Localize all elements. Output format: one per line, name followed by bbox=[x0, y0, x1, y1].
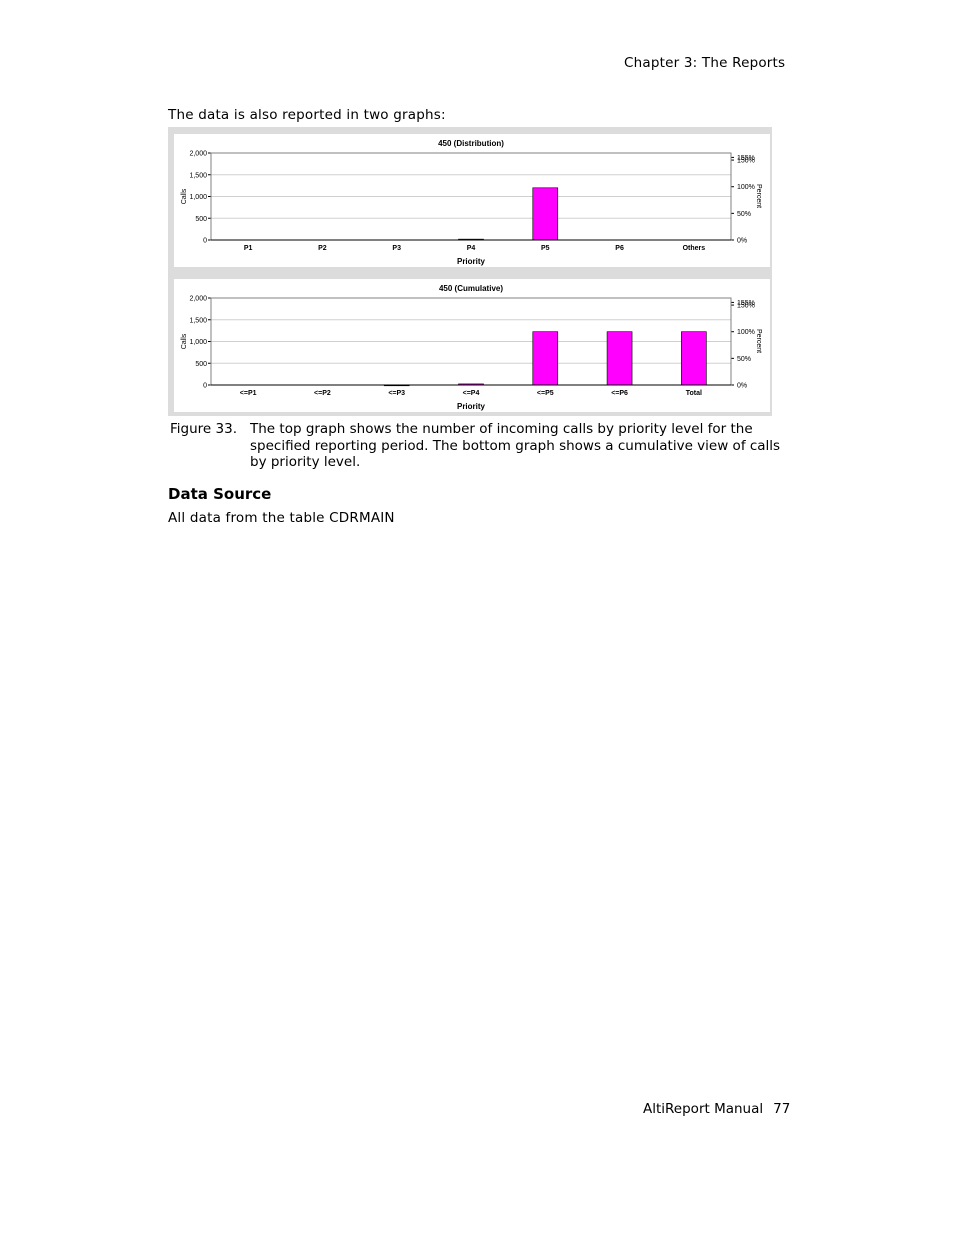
x-tick-label: P5 bbox=[541, 245, 550, 252]
y-tick-label: 0 bbox=[203, 383, 207, 390]
x-tick-label: Others bbox=[683, 245, 706, 252]
y2-tick-label: 150% bbox=[737, 158, 755, 165]
figure-frame: 450 (Distribution) 0 500 1,000 1,500 2,000 0% 5… bbox=[168, 127, 772, 416]
x-tick-label: <=P1 bbox=[240, 390, 257, 397]
caption-number: Figure 33. bbox=[170, 421, 237, 437]
x-axis-label: Priority bbox=[457, 257, 486, 266]
x-tick-label: P6 bbox=[615, 245, 624, 252]
bar bbox=[681, 331, 707, 386]
y2-tick-label: 100% bbox=[737, 329, 755, 336]
caption-text: The top graph shows the number of incomi… bbox=[250, 421, 781, 470]
y2-tick-label: 155% bbox=[737, 300, 755, 307]
y2-tick-label: 100% bbox=[737, 184, 755, 191]
y2-tick-label: 50% bbox=[737, 356, 751, 363]
x-tick-label: Total bbox=[686, 390, 702, 397]
y2-tick-label: 50% bbox=[737, 211, 751, 218]
y2-tick-label: 155% bbox=[737, 155, 755, 162]
distribution-chart-panel: 450 (Distribution) 0 500 1,000 1,500 2,000 0% 5… bbox=[174, 134, 770, 267]
y-tick-label: 2,000 bbox=[189, 151, 207, 158]
x-tick-label: <=P5 bbox=[537, 390, 554, 397]
y2-axis-label: Percent bbox=[755, 184, 762, 208]
cumulative-chart: 450 (Cumulative) 0 500 1,000 1,500 2,000 0% 50%… bbox=[181, 284, 762, 411]
y-axis-label: Calls bbox=[181, 333, 188, 349]
section-heading: Data Source bbox=[168, 485, 272, 503]
y-tick-label: 0 bbox=[203, 238, 207, 245]
y2-tick-label: 0% bbox=[737, 383, 747, 390]
intro-text: The data is also reported in two graphs: bbox=[168, 107, 446, 123]
y-tick-label: 2,000 bbox=[189, 296, 207, 303]
y-tick-label: 1,000 bbox=[189, 194, 207, 201]
page-number: 77 bbox=[773, 1101, 791, 1117]
x-tick-label: <=P3 bbox=[388, 390, 405, 397]
y2-tick-label: 150% bbox=[737, 303, 755, 310]
x-tick-label: <=P6 bbox=[611, 390, 628, 397]
x-tick-label: <=P2 bbox=[314, 390, 331, 397]
x-tick-label: P1 bbox=[244, 245, 253, 252]
chart-title: 450 (Distribution) bbox=[438, 139, 504, 148]
y-tick-label: 1,500 bbox=[189, 317, 207, 324]
x-tick-label: P3 bbox=[392, 245, 401, 252]
y-tick-label: 500 bbox=[195, 361, 207, 368]
footer-manual-title: AltiReport Manual bbox=[643, 1101, 764, 1117]
running-header: Chapter 3: The Reports bbox=[624, 55, 786, 71]
cumulative-chart-panel: 450 (Cumulative) 0 500 1,000 1,500 2,000 0% 50%… bbox=[174, 279, 770, 412]
bar bbox=[532, 187, 559, 241]
y-tick-label: 1,500 bbox=[189, 172, 207, 179]
distribution-chart: 450 (Distribution) 0 500 1,000 1,500 2,000 0% 5… bbox=[181, 139, 762, 266]
x-axis-label: Priority bbox=[457, 402, 486, 411]
x-tick-label: P2 bbox=[318, 245, 327, 252]
bar bbox=[606, 331, 633, 386]
section-body: All data from the table CDRMAIN bbox=[168, 510, 395, 526]
y2-tick-label: 0% bbox=[737, 238, 747, 245]
y-axis-label: Calls bbox=[181, 188, 188, 204]
y2-axis-label: Percent bbox=[755, 329, 762, 353]
x-tick-label: <=P4 bbox=[463, 390, 480, 397]
y-tick-label: 1,000 bbox=[189, 339, 207, 346]
y-tick-label: 500 bbox=[195, 216, 207, 223]
page-footer: AltiReport Manual 77 bbox=[643, 1101, 790, 1117]
chart-title: 450 (Cumulative) bbox=[439, 284, 503, 293]
x-tick-label: P4 bbox=[467, 245, 476, 252]
bar bbox=[532, 331, 559, 386]
